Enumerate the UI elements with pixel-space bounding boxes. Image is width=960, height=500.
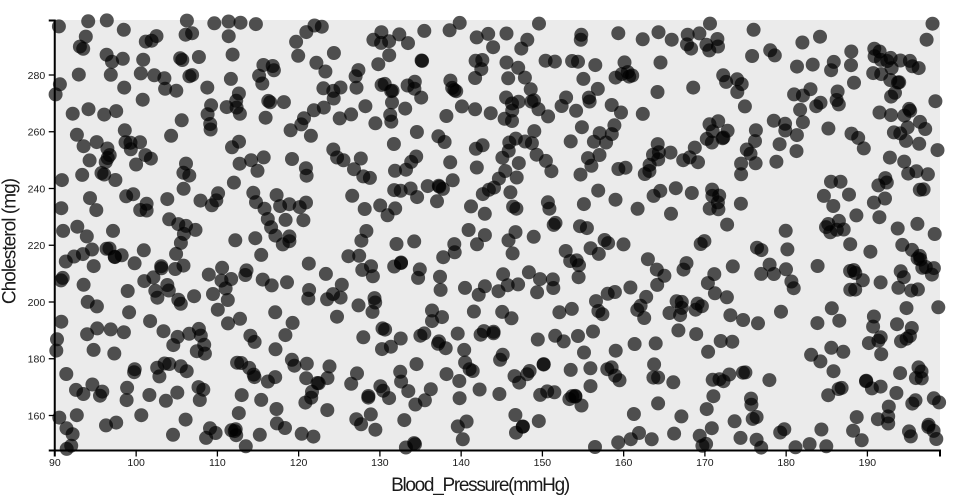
svg-text:280: 280 <box>28 70 46 82</box>
svg-text:130: 130 <box>371 457 389 469</box>
svg-text:Cholesterol (mg): Cholesterol (mg) <box>0 178 21 304</box>
svg-text:240: 240 <box>28 183 46 195</box>
svg-text:180: 180 <box>28 354 46 366</box>
svg-text:140: 140 <box>452 457 470 469</box>
svg-text:200: 200 <box>28 297 46 309</box>
svg-text:160: 160 <box>28 410 46 422</box>
svg-text:260: 260 <box>28 127 46 139</box>
svg-text:110: 110 <box>209 457 226 469</box>
svg-text:220: 220 <box>28 240 46 252</box>
svg-text:90: 90 <box>49 457 61 469</box>
svg-text:120: 120 <box>290 457 308 469</box>
svg-text:180: 180 <box>777 457 795 469</box>
svg-text:100: 100 <box>127 457 145 469</box>
svg-text:190: 190 <box>859 457 877 469</box>
svg-text:160: 160 <box>615 457 633 469</box>
svg-text:170: 170 <box>696 457 714 469</box>
svg-text:Blood_Pressure(mmHg): Blood_Pressure(mmHg) <box>391 475 570 496</box>
svg-text:150: 150 <box>534 457 552 469</box>
